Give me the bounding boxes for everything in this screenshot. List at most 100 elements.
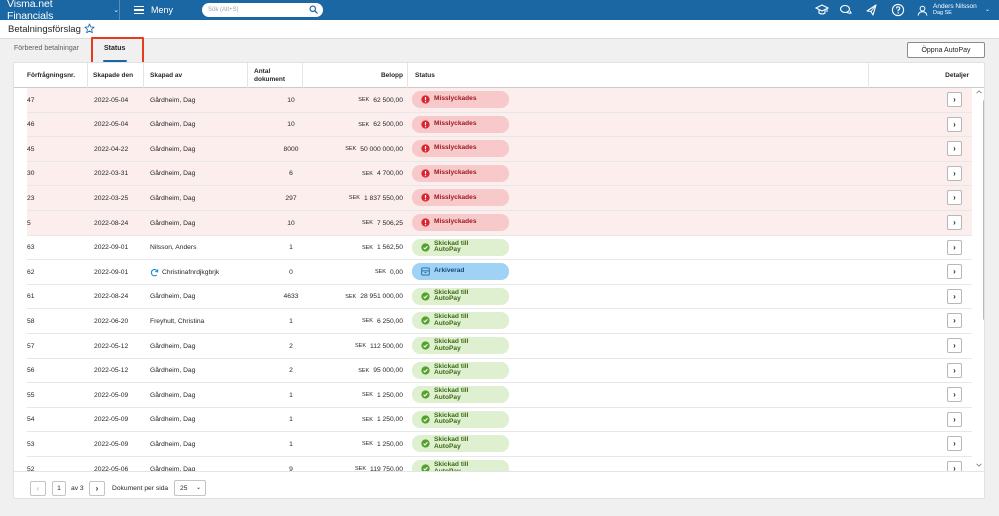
details-button[interactable]: › xyxy=(947,116,962,132)
cell-created-date: 2022-05-04 xyxy=(94,121,129,129)
cell-request-nr: 56 xyxy=(27,367,35,375)
tab-prepare-payments[interactable]: Förbered betalningar xyxy=(14,45,79,52)
table-row[interactable]: 56 2022-05-12 Gårdheim, Dag 2 SEK 95 000,00 Sk… xyxy=(27,359,972,384)
table-row[interactable]: 53 2022-05-09 Gårdheim, Dag 1 SEK 1 250,00 Ski… xyxy=(27,432,972,457)
chevron-right-icon: › xyxy=(953,193,956,203)
cell-created-date: 2022-04-22 xyxy=(94,145,129,153)
currency-code: SEK xyxy=(361,441,373,448)
cell-request-nr: 23 xyxy=(27,194,35,202)
created-by-name: Gårdheim, Dag xyxy=(150,219,196,227)
amount-value: 119 750,00 xyxy=(370,465,403,472)
company-switcher[interactable]: Visma.net Financials ⌄ xyxy=(0,0,119,22)
table-row[interactable]: 58 2022-06-20 Freyhult, Christina 1 SEK 6 250… xyxy=(27,309,972,334)
previous-page-button[interactable]: ‹ xyxy=(30,481,46,496)
scrollbar-track[interactable] xyxy=(972,88,984,471)
details-button[interactable]: › xyxy=(947,313,962,329)
created-by-name: Gårdheim, Dag xyxy=(150,440,196,448)
amount-value: 4 700,00 xyxy=(376,170,403,178)
per-page-select[interactable]: 25 ⌄ xyxy=(174,480,206,496)
column-header-status[interactable]: Status xyxy=(415,71,435,79)
cell-amount: SEK 50 000 000,00 xyxy=(307,137,403,161)
details-button[interactable]: › xyxy=(947,411,962,427)
details-button[interactable]: › xyxy=(947,264,962,280)
column-divider xyxy=(868,63,869,88)
table-row[interactable]: 45 2022-04-22 Gårdheim, Dag 8000 SEK 50 000 0… xyxy=(27,137,972,162)
chevron-right-icon: › xyxy=(953,390,956,400)
chevron-down-icon: ⌄ xyxy=(985,7,991,13)
table-row[interactable]: 47 2022-05-04 Gårdheim, Dag 10 SEK 62 500,00 M… xyxy=(27,88,972,113)
table-row[interactable]: 54 2022-05-09 Gårdheim, Dag 1 SEK 1 250,00 Ski… xyxy=(27,408,972,433)
amount-value: 1 250,00 xyxy=(376,391,403,399)
column-header-created-by[interactable]: Skapad av xyxy=(150,71,183,79)
created-by-name: Gårdheim, Dag xyxy=(150,367,196,375)
table-row[interactable]: 55 2022-05-09 Gårdheim, Dag 1 SEK 1 250,00 Ski… xyxy=(27,383,972,408)
details-button[interactable]: › xyxy=(947,338,962,353)
table-row[interactable]: 5 2022-08-24 Gårdheim, Dag 10 SEK 7 506,25 Mis… xyxy=(27,211,972,236)
currency-code: SEK xyxy=(374,269,386,276)
cell-amount: SEK 62 500,00 xyxy=(307,113,403,137)
details-button[interactable]: › xyxy=(947,288,962,304)
details-button[interactable]: › xyxy=(947,461,962,471)
currency-code: SEK xyxy=(358,121,370,128)
chevron-right-icon: › xyxy=(953,242,956,252)
amount-value: 62 500,00 xyxy=(373,121,403,129)
details-button[interactable]: › xyxy=(947,239,962,255)
table-row[interactable]: 61 2022-08-24 Gårdheim, Dag 4633 SEK 28 951 0… xyxy=(27,285,972,310)
cell-amount: SEK 1 837 550,00 xyxy=(307,186,403,210)
cell-created-date: 2022-03-31 xyxy=(94,170,129,178)
table-row[interactable]: 23 2022-03-25 Gårdheim, Dag 297 SEK 1 837 550… xyxy=(27,186,972,211)
details-button[interactable]: › xyxy=(947,165,962,181)
column-divider xyxy=(407,63,408,88)
help-icon[interactable] xyxy=(891,3,905,17)
cell-created-date: 2022-05-09 xyxy=(94,416,129,424)
table-row[interactable]: 62 2022-09-01 Christinafnrdjkgbrjk 0 SEK 0,00… xyxy=(27,260,972,285)
column-header-doc-count[interactable]: Antal dokument xyxy=(254,68,286,83)
table-row[interactable]: 46 2022-05-04 Gårdheim, Dag 10 SEK 62 500,00 M… xyxy=(27,112,972,138)
cell-created-by: Gårdheim, Dag xyxy=(150,211,255,235)
table-row[interactable]: 52 2022-05-06 Gårdheim, Dag 9 SEK 119 750,00 S… xyxy=(27,457,972,471)
megaphone-icon[interactable] xyxy=(865,3,879,17)
details-button[interactable]: › xyxy=(947,436,962,452)
currency-code: SEK xyxy=(345,293,357,300)
scrollbar-thumb[interactable] xyxy=(983,100,984,320)
favorite-star-icon[interactable] xyxy=(84,23,95,34)
check-icon xyxy=(421,316,430,326)
details-button[interactable]: › xyxy=(947,362,962,378)
status-badge: Skickad till AutoPay xyxy=(412,361,509,379)
check-icon xyxy=(421,365,430,375)
column-header-created[interactable]: Skapade den xyxy=(93,71,134,79)
currency-code: SEK xyxy=(361,318,373,325)
search-input[interactable]: Sök (Alt+S) xyxy=(202,3,323,17)
table-row[interactable]: 63 2022-09-01 Nilsson, Anders 1 SEK 1 562,50 S… xyxy=(27,236,972,261)
column-header-request-nr[interactable]: Förfrågningsnr. xyxy=(27,71,76,79)
cell-created-date: 2022-03-25 xyxy=(94,194,129,202)
tab-status[interactable]: Status xyxy=(104,45,126,52)
details-button[interactable]: › xyxy=(947,141,962,157)
details-button[interactable]: › xyxy=(947,387,962,403)
details-button[interactable]: › xyxy=(947,92,962,107)
cell-request-nr: 55 xyxy=(27,391,35,399)
table-row[interactable]: 30 2022-03-31 Gårdheim, Dag 6 SEK 4 700,00 Mis… xyxy=(27,161,972,187)
scroll-down-arrow-icon[interactable] xyxy=(976,463,982,467)
user-company: Dag SE xyxy=(933,10,952,16)
column-divider xyxy=(302,63,303,88)
graduation-cap-icon[interactable] xyxy=(815,3,829,17)
cell-doc-count: 9 xyxy=(289,465,293,472)
table-row[interactable]: 57 2022-05-12 Gårdheim, Dag 2 SEK 112 500,00 S… xyxy=(27,334,972,359)
cell-amount: SEK 1 250,00 xyxy=(307,383,403,407)
chat-icon[interactable] xyxy=(839,3,853,17)
next-page-button[interactable]: › xyxy=(89,481,105,496)
scroll-up-arrow-icon[interactable] xyxy=(976,90,982,94)
chevron-down-icon: ⌄ xyxy=(113,7,119,14)
column-header-amount[interactable]: Belopp xyxy=(380,71,403,79)
amount-value: 1 250,00 xyxy=(376,416,403,424)
cell-created-date: 2022-08-24 xyxy=(94,293,129,301)
currency-code: SEK xyxy=(345,146,357,153)
current-page-field[interactable]: 1 xyxy=(52,481,66,496)
cell-doc-count: 8000 xyxy=(283,145,299,153)
details-button[interactable]: › xyxy=(947,215,962,230)
open-autopay-button[interactable]: Öppna AutoPay xyxy=(907,42,985,58)
user-menu[interactable]: Anders Nilsson Dag SE ⌄ xyxy=(917,2,990,18)
details-button[interactable]: › xyxy=(947,190,962,206)
main-menu-button[interactable]: Meny xyxy=(119,0,197,20)
